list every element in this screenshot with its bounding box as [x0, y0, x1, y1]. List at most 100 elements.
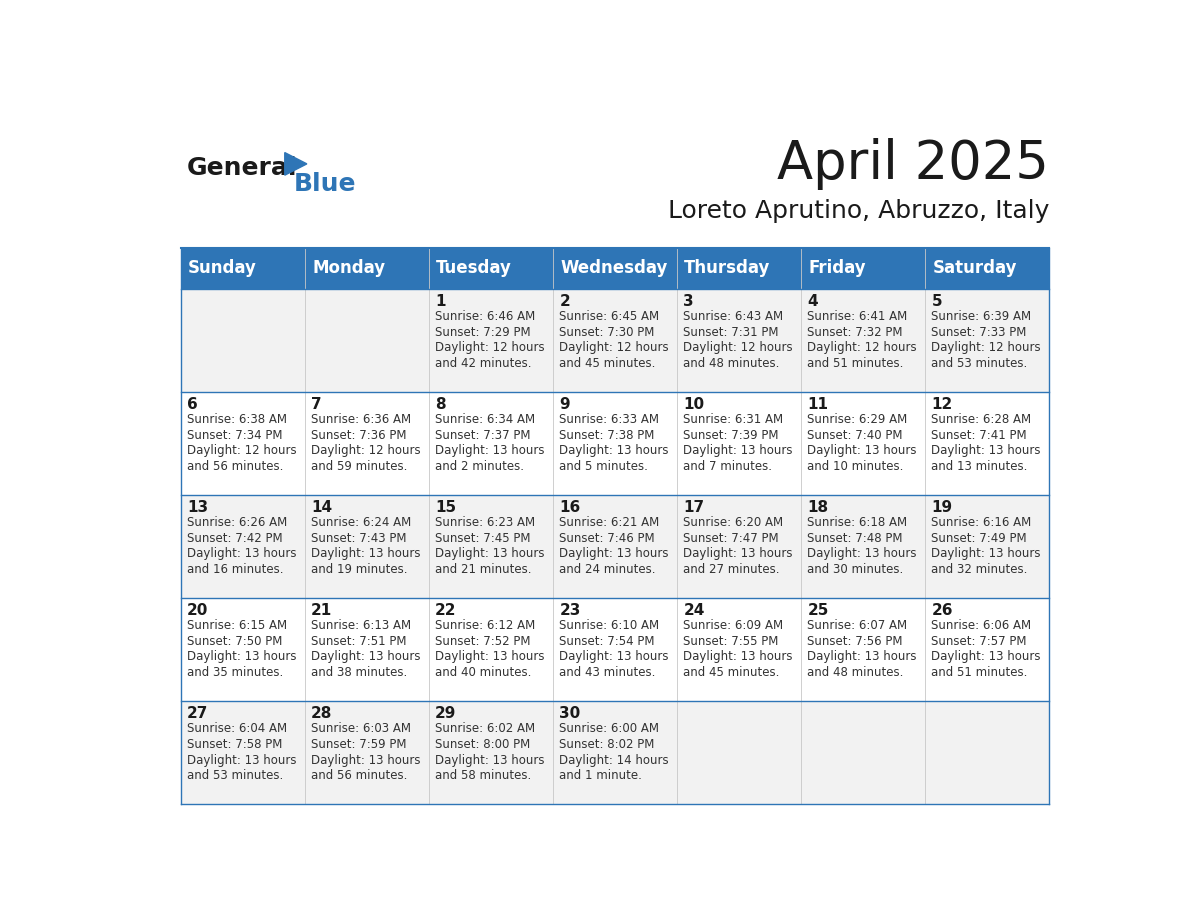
Text: Sunset: 7:37 PM: Sunset: 7:37 PM — [435, 429, 531, 442]
Text: Sunset: 7:42 PM: Sunset: 7:42 PM — [188, 532, 283, 545]
Text: Daylight: 13 hours: Daylight: 13 hours — [188, 547, 297, 560]
Text: Sunset: 7:49 PM: Sunset: 7:49 PM — [931, 532, 1026, 545]
Text: Daylight: 13 hours: Daylight: 13 hours — [188, 754, 297, 767]
Text: Thursday: Thursday — [684, 260, 771, 277]
Text: Daylight: 13 hours: Daylight: 13 hours — [683, 444, 792, 457]
Text: Sunrise: 6:36 AM: Sunrise: 6:36 AM — [311, 413, 411, 426]
Text: Sunset: 7:47 PM: Sunset: 7:47 PM — [683, 532, 779, 545]
Text: Sunrise: 6:31 AM: Sunrise: 6:31 AM — [683, 413, 783, 426]
Text: Sunset: 7:38 PM: Sunset: 7:38 PM — [560, 429, 655, 442]
Text: Sunrise: 6:43 AM: Sunrise: 6:43 AM — [683, 310, 783, 323]
Text: 11: 11 — [808, 397, 828, 412]
Text: Sunset: 7:43 PM: Sunset: 7:43 PM — [311, 532, 406, 545]
Text: 30: 30 — [560, 706, 581, 722]
Text: Sunrise: 6:45 AM: Sunrise: 6:45 AM — [560, 310, 659, 323]
Text: Sunset: 7:32 PM: Sunset: 7:32 PM — [808, 326, 903, 339]
Text: and 45 minutes.: and 45 minutes. — [560, 357, 656, 370]
Text: Sunset: 7:58 PM: Sunset: 7:58 PM — [188, 738, 283, 751]
Text: Daylight: 12 hours: Daylight: 12 hours — [560, 341, 669, 354]
Text: Daylight: 14 hours: Daylight: 14 hours — [560, 754, 669, 767]
Bar — [181, 392, 1049, 495]
Text: Sunday: Sunday — [188, 260, 257, 277]
Text: 13: 13 — [188, 500, 208, 515]
Text: Daylight: 13 hours: Daylight: 13 hours — [808, 444, 917, 457]
Text: Sunrise: 6:13 AM: Sunrise: 6:13 AM — [311, 620, 411, 633]
Text: 2: 2 — [560, 294, 570, 309]
Polygon shape — [285, 152, 307, 175]
Text: Daylight: 13 hours: Daylight: 13 hours — [435, 444, 545, 457]
Text: 6: 6 — [188, 397, 198, 412]
Text: and 13 minutes.: and 13 minutes. — [931, 460, 1028, 473]
Text: 21: 21 — [311, 603, 333, 618]
Text: and 24 minutes.: and 24 minutes. — [560, 563, 656, 576]
Text: and 10 minutes.: and 10 minutes. — [808, 460, 904, 473]
Text: Sunset: 7:31 PM: Sunset: 7:31 PM — [683, 326, 779, 339]
Text: 29: 29 — [435, 706, 456, 722]
Text: 3: 3 — [683, 294, 694, 309]
Text: Sunrise: 6:10 AM: Sunrise: 6:10 AM — [560, 620, 659, 633]
Text: Sunrise: 6:04 AM: Sunrise: 6:04 AM — [188, 722, 287, 735]
Text: Daylight: 13 hours: Daylight: 13 hours — [931, 651, 1041, 664]
Text: Loreto Aprutino, Abruzzo, Italy: Loreto Aprutino, Abruzzo, Italy — [668, 198, 1049, 222]
Text: Daylight: 12 hours: Daylight: 12 hours — [931, 341, 1041, 354]
Text: 15: 15 — [435, 500, 456, 515]
Text: Sunset: 8:02 PM: Sunset: 8:02 PM — [560, 738, 655, 751]
Text: Daylight: 13 hours: Daylight: 13 hours — [435, 651, 545, 664]
Text: Sunset: 7:57 PM: Sunset: 7:57 PM — [931, 635, 1026, 648]
Text: Daylight: 13 hours: Daylight: 13 hours — [931, 444, 1041, 457]
Text: 25: 25 — [808, 603, 829, 618]
Text: Sunrise: 6:21 AM: Sunrise: 6:21 AM — [560, 516, 659, 530]
Text: and 32 minutes.: and 32 minutes. — [931, 563, 1028, 576]
Text: Sunrise: 6:39 AM: Sunrise: 6:39 AM — [931, 310, 1031, 323]
Bar — [181, 701, 1049, 804]
Text: Sunset: 7:34 PM: Sunset: 7:34 PM — [188, 429, 283, 442]
Text: Daylight: 13 hours: Daylight: 13 hours — [560, 651, 669, 664]
Text: and 58 minutes.: and 58 minutes. — [435, 769, 531, 782]
Text: 26: 26 — [931, 603, 953, 618]
Text: Sunrise: 6:06 AM: Sunrise: 6:06 AM — [931, 620, 1031, 633]
Text: 4: 4 — [808, 294, 819, 309]
Text: and 51 minutes.: and 51 minutes. — [808, 357, 904, 370]
Text: 22: 22 — [435, 603, 456, 618]
Text: Sunrise: 6:09 AM: Sunrise: 6:09 AM — [683, 620, 783, 633]
Text: Daylight: 13 hours: Daylight: 13 hours — [435, 754, 545, 767]
Text: Daylight: 13 hours: Daylight: 13 hours — [560, 547, 669, 560]
Text: Daylight: 13 hours: Daylight: 13 hours — [808, 547, 917, 560]
Text: 19: 19 — [931, 500, 953, 515]
Text: Sunrise: 6:29 AM: Sunrise: 6:29 AM — [808, 413, 908, 426]
Text: Sunrise: 6:15 AM: Sunrise: 6:15 AM — [188, 620, 287, 633]
Text: and 21 minutes.: and 21 minutes. — [435, 563, 532, 576]
Text: and 1 minute.: and 1 minute. — [560, 769, 643, 782]
Bar — [181, 248, 1049, 289]
Text: and 5 minutes.: and 5 minutes. — [560, 460, 649, 473]
Text: and 59 minutes.: and 59 minutes. — [311, 460, 407, 473]
Text: Sunset: 7:55 PM: Sunset: 7:55 PM — [683, 635, 778, 648]
Text: Sunrise: 6:28 AM: Sunrise: 6:28 AM — [931, 413, 1031, 426]
Text: Sunset: 7:51 PM: Sunset: 7:51 PM — [311, 635, 406, 648]
Text: Saturday: Saturday — [933, 260, 1017, 277]
Text: and 7 minutes.: and 7 minutes. — [683, 460, 772, 473]
Text: and 53 minutes.: and 53 minutes. — [931, 357, 1028, 370]
Text: Wednesday: Wednesday — [561, 260, 668, 277]
Text: 14: 14 — [311, 500, 333, 515]
Text: Sunrise: 6:38 AM: Sunrise: 6:38 AM — [188, 413, 287, 426]
Text: Sunrise: 6:07 AM: Sunrise: 6:07 AM — [808, 620, 908, 633]
Text: Daylight: 13 hours: Daylight: 13 hours — [808, 651, 917, 664]
Text: Sunset: 7:45 PM: Sunset: 7:45 PM — [435, 532, 531, 545]
Text: and 35 minutes.: and 35 minutes. — [188, 666, 284, 679]
Text: Sunset: 7:48 PM: Sunset: 7:48 PM — [808, 532, 903, 545]
Text: Sunset: 7:29 PM: Sunset: 7:29 PM — [435, 326, 531, 339]
Text: Daylight: 13 hours: Daylight: 13 hours — [683, 547, 792, 560]
Text: and 19 minutes.: and 19 minutes. — [311, 563, 407, 576]
Text: Sunrise: 6:00 AM: Sunrise: 6:00 AM — [560, 722, 659, 735]
Text: Sunrise: 6:24 AM: Sunrise: 6:24 AM — [311, 516, 411, 530]
Text: 17: 17 — [683, 500, 704, 515]
Text: and 43 minutes.: and 43 minutes. — [560, 666, 656, 679]
Text: Sunset: 7:52 PM: Sunset: 7:52 PM — [435, 635, 531, 648]
Text: Daylight: 13 hours: Daylight: 13 hours — [683, 651, 792, 664]
Text: Sunset: 7:50 PM: Sunset: 7:50 PM — [188, 635, 283, 648]
Text: 8: 8 — [435, 397, 446, 412]
Text: Daylight: 13 hours: Daylight: 13 hours — [435, 547, 545, 560]
Text: Sunrise: 6:12 AM: Sunrise: 6:12 AM — [435, 620, 536, 633]
Text: and 27 minutes.: and 27 minutes. — [683, 563, 779, 576]
